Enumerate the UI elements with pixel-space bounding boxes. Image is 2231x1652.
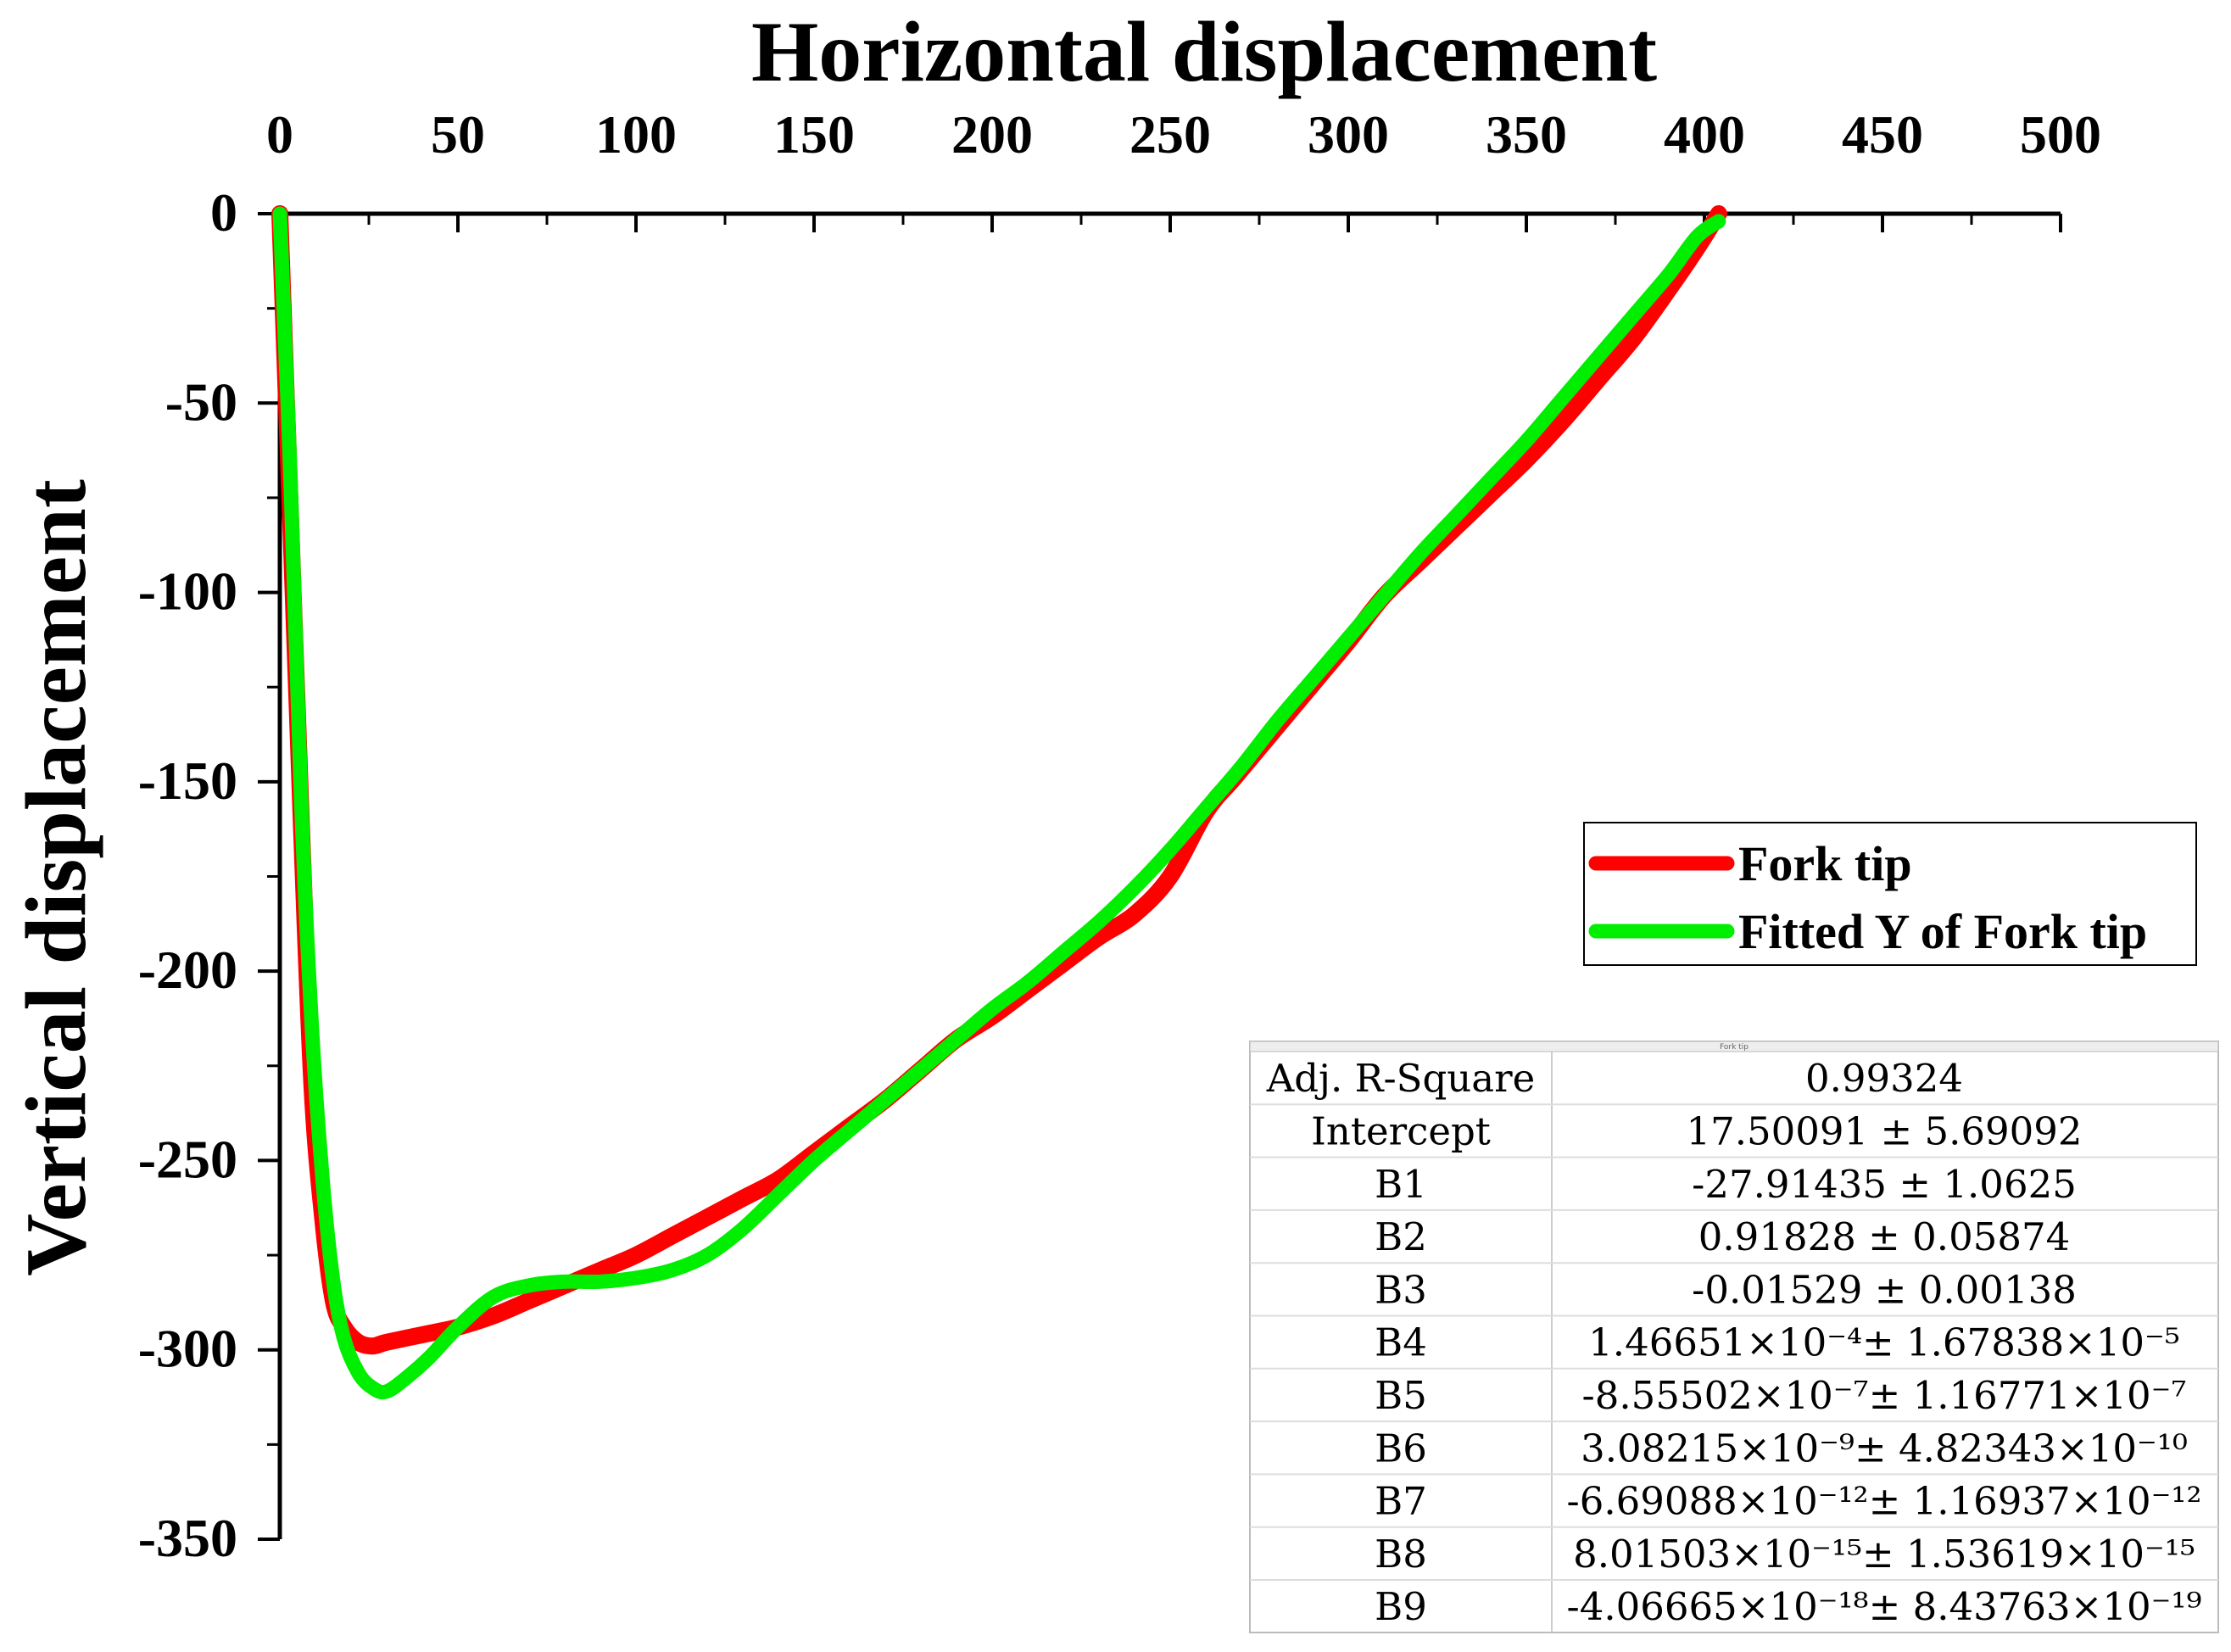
y-tick-label: -50	[165, 371, 237, 432]
x-tick-label: 350	[1486, 104, 1567, 165]
fit-table-value: 17.50091 ± 5.69092	[1686, 1108, 2082, 1153]
x-tick-label: 500	[2020, 104, 2101, 165]
fit-table-label: Intercept	[1311, 1108, 1491, 1153]
fit-table-label: B5	[1375, 1373, 1427, 1418]
y-tick-label: -150	[138, 751, 237, 811]
y-axis-title: Vertical displacement	[8, 479, 104, 1276]
x-tick-label: 200	[951, 104, 1033, 165]
fit-table-value: -6.69088×10⁻¹²± 1.16937×10⁻¹²	[1567, 1479, 2202, 1524]
fit-table-rows: Adj. R-Square 0.99324 Intercept 17.50091 ± …	[1250, 1056, 2218, 1629]
fit-table-value: -0.01529 ± 0.00138	[1692, 1267, 2077, 1312]
series-line-fitted	[272, 206, 1726, 1400]
y-tick-label: -100	[138, 561, 237, 622]
fit-table-value: -4.06665×10⁻¹⁸± 8.43763×10⁻¹⁹	[1567, 1584, 2202, 1629]
fit-table-label: B7	[1375, 1479, 1427, 1524]
fit-table-value: 3.08215×10⁻⁹± 4.82343×10⁻¹⁰	[1581, 1426, 2188, 1471]
fit-table-value: 0.99324	[1805, 1056, 1963, 1101]
x-tick-label: 150	[773, 104, 855, 165]
x-ticks: 0 50 100 150 200 250 300 350 400 450 500	[266, 104, 2101, 232]
fit-table-value: 8.01503×10⁻¹⁵± 1.53619×10⁻¹⁵	[1573, 1532, 2195, 1577]
fit-table-header: Fork tip	[1720, 1043, 1749, 1052]
x-tick-label: 250	[1129, 104, 1211, 165]
fit-table-value: -8.55502×10⁻⁷± 1.16771×10⁻⁷	[1582, 1373, 2187, 1418]
x-tick-label: 300	[1308, 104, 1389, 165]
fit-table-header-bar	[1249, 1041, 2219, 1052]
legend-label-fitted: Fitted Y of Fork tip	[1738, 904, 2147, 959]
x-tick-label: 100	[595, 104, 677, 165]
fit-table-label: B8	[1375, 1532, 1427, 1577]
fit-table-label: B1	[1375, 1162, 1427, 1207]
fit-table-label: B9	[1375, 1584, 1427, 1629]
y-tick-label: -250	[138, 1129, 237, 1189]
fit-table-border	[1249, 1041, 2219, 1633]
fit-table-value: 1.46651×10⁻⁴± 1.67838×10⁻⁵	[1588, 1320, 2180, 1365]
y-tick-label: 0	[210, 182, 237, 243]
fit-table-value: 0.91828 ± 0.05874	[1698, 1214, 2071, 1259]
fit-table-label: B3	[1375, 1267, 1427, 1312]
fit-table-label: B6	[1375, 1426, 1427, 1471]
fit-table-value: -27.91435 ± 1.0625	[1692, 1162, 2077, 1207]
fit-table-label: Adj. R-Square	[1266, 1056, 1536, 1101]
y-ticks: 0 -50 -100 -150 -200 -250 -300 -350	[138, 182, 280, 1568]
legend-label-fork-tip: Fork tip	[1738, 836, 1912, 891]
fit-table-label: B2	[1375, 1214, 1427, 1259]
x-tick-label: 0	[266, 104, 293, 165]
y-tick-label: -350	[138, 1508, 237, 1568]
x-axis-title: Horizontal displacement	[751, 4, 1657, 100]
y-tick-label: -200	[138, 940, 237, 1000]
legend: Fork tip Fitted Y of Fork tip	[1583, 822, 2197, 966]
legend-box	[1583, 822, 2197, 966]
x-tick-label: 50	[431, 104, 485, 165]
fit-table-label: B4	[1375, 1320, 1427, 1365]
fit-results-table: Fork tip Adj. R-Square 0.99324 Intercept 17…	[1249, 1041, 2219, 1633]
y-tick-label: -300	[138, 1319, 237, 1379]
x-tick-label: 400	[1664, 104, 1745, 165]
x-tick-label: 450	[1842, 104, 1923, 165]
